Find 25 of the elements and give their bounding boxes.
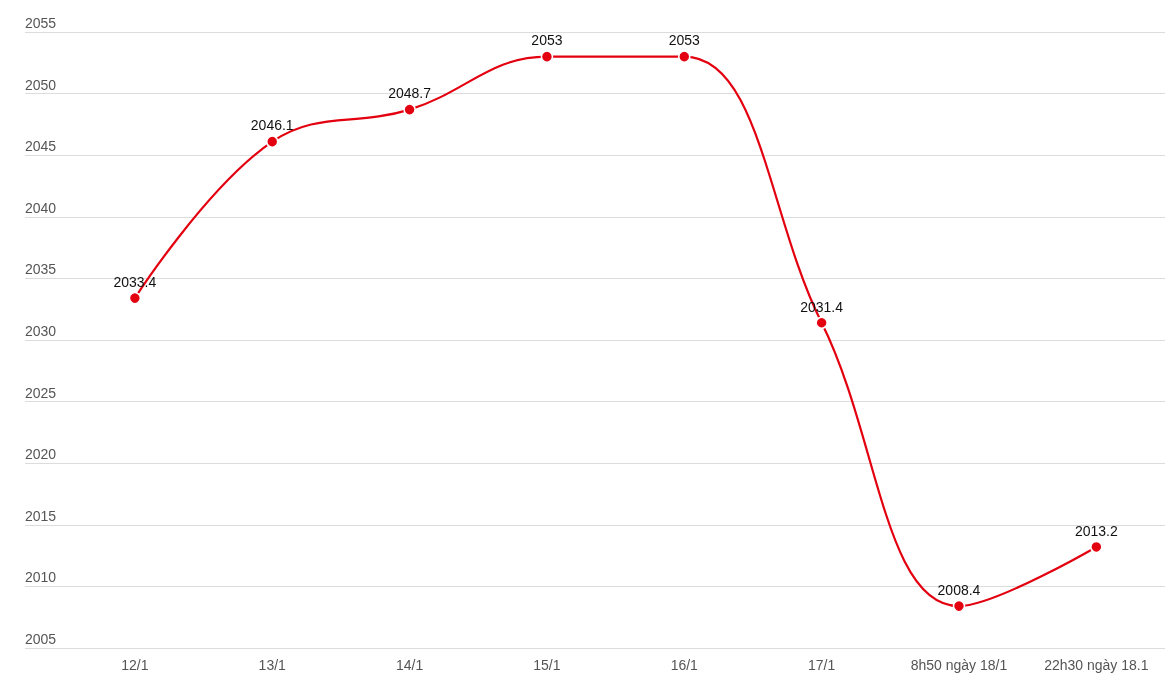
data-label: 2053 [668,32,701,49]
x-tick-label: 14/1 [395,657,424,673]
y-tick-label: 2050 [25,76,57,93]
data-label: 2053 [531,32,563,49]
x-tick-label: 22h30 ngày 18.1 [1044,657,1149,673]
y-tick-label: 2045 [25,138,57,155]
y-tick-label: 2015 [25,507,57,524]
x-tick-label: 13/1 [258,657,287,673]
x-tick-label: 17/1 [808,657,836,673]
x-tick-label: 8h50 ngày 18/1 [910,657,1008,673]
y-tick-label: 2040 [25,199,57,216]
y-tick-label: 2005 [25,631,57,647]
data-label: 2046.1 [250,117,294,134]
x-tick-label: 16/1 [670,657,699,673]
y-tick-label: 2010 [25,569,57,586]
y-tick-label: 2025 [25,384,57,401]
y-tick-label: 2020 [25,446,57,463]
x-tick-label: 12/1 [121,657,149,673]
data-label: 2048.7 [388,85,432,102]
y-tick-label: 2030 [25,323,57,339]
y-tick-label: 2035 [25,261,57,278]
data-label: 2013.2 [1074,522,1118,539]
data-label: 2008.4 [937,581,981,598]
x-tick-label: 15/1 [533,657,561,673]
y-tick-label: 2055 [25,15,57,31]
